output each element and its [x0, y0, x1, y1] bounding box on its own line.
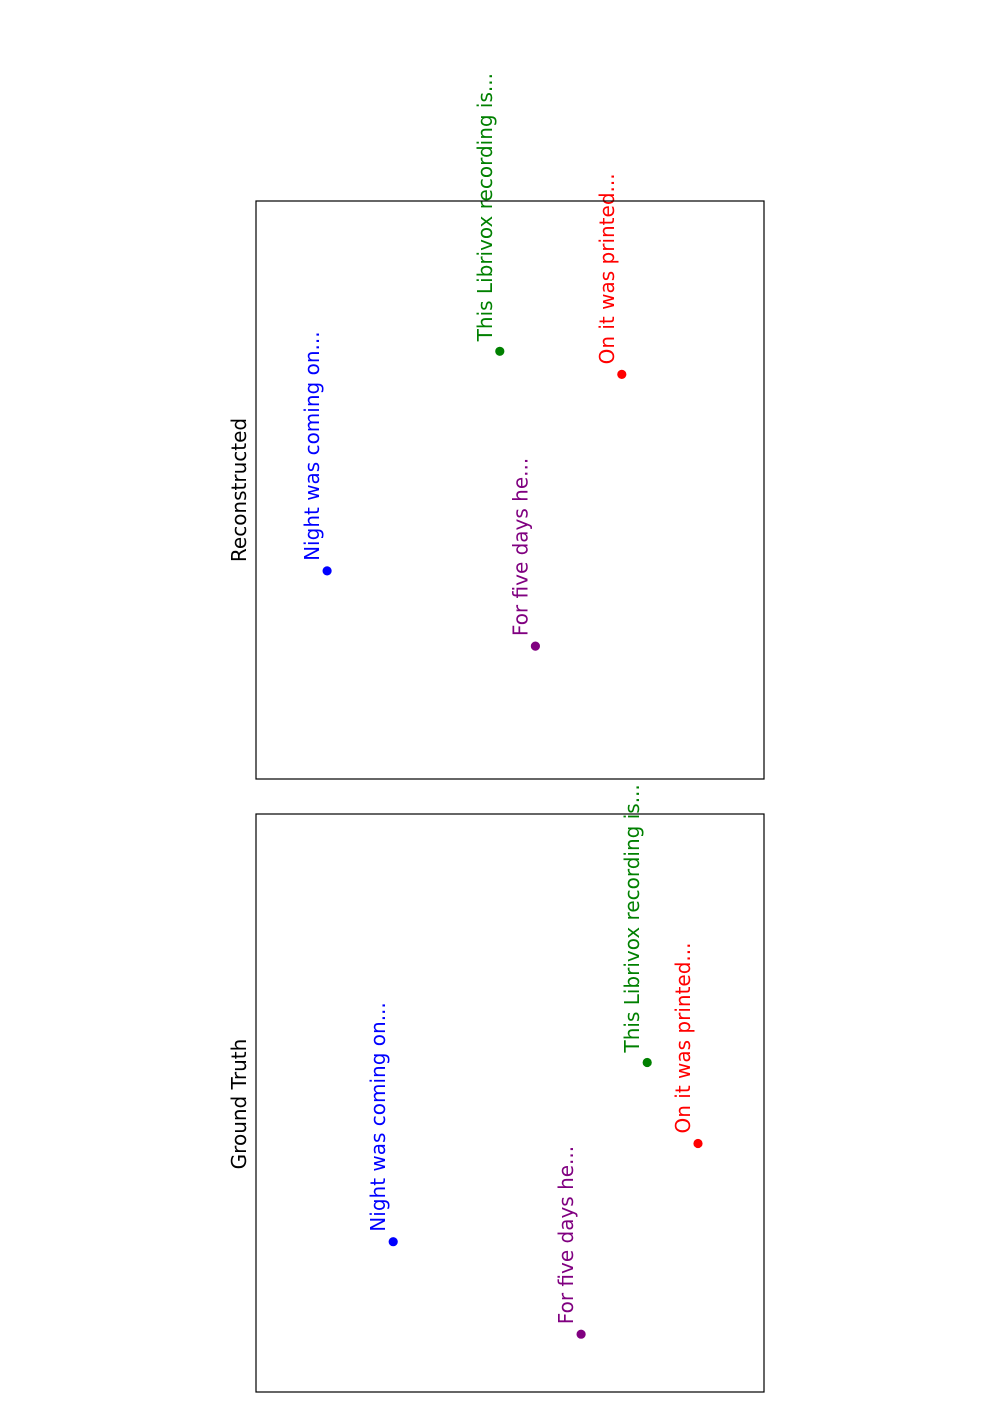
highlight-point	[616, 368, 628, 380]
highlight-label: Night was coming on...	[366, 1002, 390, 1231]
ground-truth-labels: Night was coming on... For five days he..…	[366, 784, 695, 1324]
reconstructed-panel: Reconstructed Night was coming on... For …	[227, 73, 765, 780]
highlight-label: Night was coming on...	[300, 331, 324, 560]
highlight-point	[530, 640, 541, 652]
highlight-label: On it was printed...	[671, 943, 695, 1134]
highlight-label: This Librivox recording is...	[620, 784, 644, 1053]
highlight-label: This Librivox recording is...	[473, 73, 497, 342]
highlight-label: For five days he...	[508, 458, 532, 636]
ground-truth-frame	[255, 813, 765, 1393]
ground-truth-title: Ground Truth	[227, 1039, 251, 1170]
highlight-label: For five days he...	[554, 1146, 578, 1324]
reconstructed-marks	[321, 345, 628, 652]
highlight-point	[387, 1236, 399, 1248]
reconstructed-labels: Night was coming on... For five days he..…	[300, 73, 619, 636]
ground-truth-panel: Ground Truth Night was coming on... For f…	[227, 784, 765, 1393]
highlight-label: On it was printed...	[595, 173, 619, 364]
highlight-point	[692, 1138, 704, 1149]
reconstructed-title: Reconstructed	[227, 418, 251, 562]
ground-truth-marks	[387, 1057, 704, 1340]
reconstructed-frame	[255, 200, 765, 780]
highlight-point	[494, 345, 506, 357]
highlight-point	[575, 1328, 587, 1340]
highlight-point	[641, 1057, 653, 1068]
highlight-point	[321, 565, 333, 577]
